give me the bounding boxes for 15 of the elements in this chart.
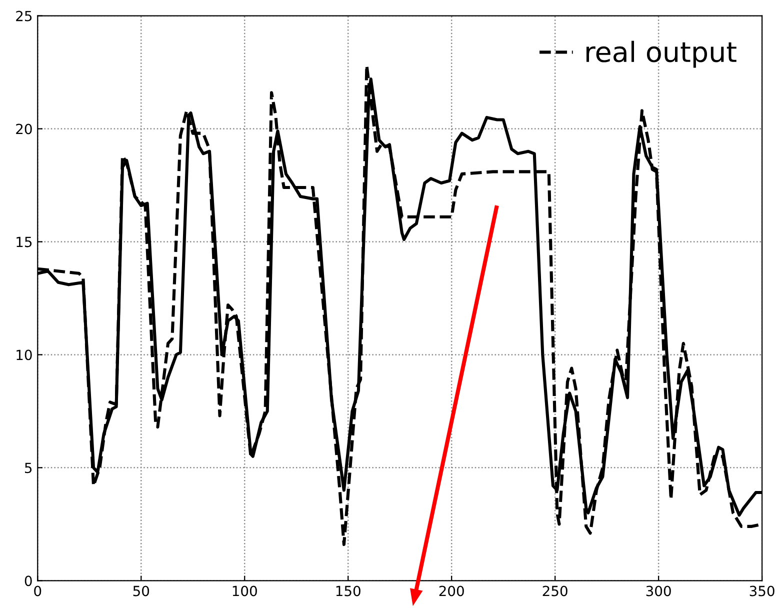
x-tick-label: 50 — [133, 586, 150, 596]
x-tick-label: 300 — [646, 586, 671, 596]
x-tick-label: 150 — [336, 586, 360, 596]
y-tick-label: 5 — [25, 462, 32, 474]
legend-label: real output — [586, 40, 736, 68]
x-tick-label: 100 — [232, 586, 257, 596]
y-tick-label: 20 — [16, 124, 32, 134]
y-tick-label: 10 — [16, 350, 32, 360]
x-tick-label: 250 — [542, 586, 568, 596]
y-tick-label: 25 — [16, 10, 32, 22]
y-tick-label: 0 — [24, 576, 32, 586]
x-tick-label: 0 — [34, 586, 42, 596]
x-tick-label: 350 — [750, 586, 774, 596]
y-tick-label: 15 — [16, 236, 32, 248]
x-tick-label: 200 — [439, 586, 464, 596]
